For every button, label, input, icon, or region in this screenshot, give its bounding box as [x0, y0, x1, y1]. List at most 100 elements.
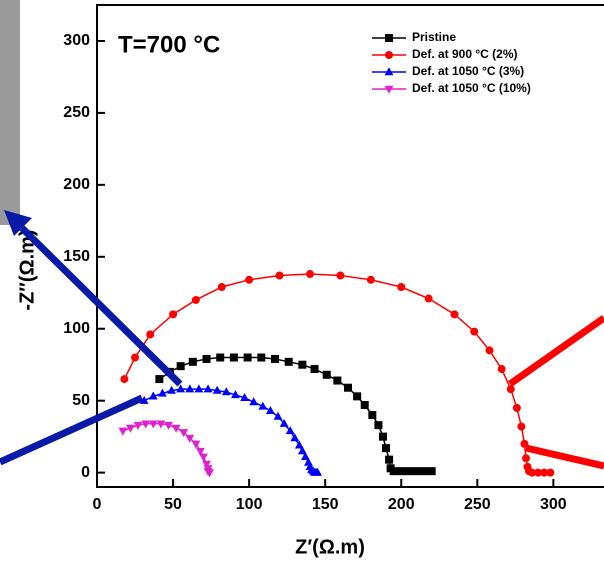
arrow: [19, 225, 183, 387]
x-tick-label: 300: [540, 496, 567, 513]
marker: [450, 310, 459, 319]
marker: [257, 353, 266, 362]
marker: [366, 275, 375, 284]
marker: [546, 468, 555, 477]
marker: [185, 434, 195, 443]
marker: [528, 468, 537, 477]
marker: [385, 455, 394, 464]
marker: [521, 454, 530, 463]
marker: [333, 376, 342, 385]
y-tick-label: 250: [63, 104, 90, 121]
marker: [275, 271, 284, 280]
marker: [258, 401, 268, 410]
arrow: [525, 444, 604, 470]
marker: [139, 395, 149, 404]
marker: [412, 467, 421, 476]
marker: [322, 370, 331, 379]
marker: [245, 275, 254, 284]
marker: [171, 424, 181, 433]
marker: [131, 353, 140, 362]
marker: [336, 271, 345, 280]
x-tick-label: 150: [312, 496, 339, 513]
marker: [205, 469, 214, 478]
y-tick-label: 150: [63, 248, 90, 265]
marker: [384, 85, 394, 94]
arrow: [507, 315, 604, 387]
marker: [164, 421, 173, 430]
marker: [360, 400, 369, 409]
y-tick-label: 100: [63, 320, 90, 337]
x-tick-label: 250: [464, 496, 491, 513]
y-tick-label: 50: [72, 392, 90, 409]
marker: [385, 51, 393, 59]
marker: [404, 467, 413, 476]
marker: [120, 375, 129, 384]
marker: [485, 346, 494, 355]
marker: [397, 467, 406, 476]
marker: [298, 360, 307, 369]
marker: [424, 294, 433, 303]
plot-frame: [96, 4, 604, 488]
marker: [497, 365, 506, 374]
marker: [273, 411, 283, 420]
legend-label: Def. at 1050 °C (10%): [412, 81, 531, 95]
marker: [384, 67, 394, 76]
marker: [203, 384, 213, 393]
marker: [279, 418, 289, 427]
marker: [344, 383, 352, 392]
marker: [305, 270, 314, 279]
marker: [534, 468, 543, 477]
marker: [146, 330, 155, 339]
marker: [179, 429, 189, 438]
marker: [385, 34, 393, 42]
marker: [141, 420, 151, 429]
x-axis-label: Z′(Ω.m): [295, 536, 365, 558]
marker: [506, 385, 515, 394]
marker: [512, 403, 521, 412]
marker: [374, 421, 383, 430]
marker: [368, 411, 377, 420]
marker: [212, 385, 222, 394]
marker: [202, 460, 211, 469]
marker: [240, 392, 249, 401]
y-tick-label: 300: [63, 32, 90, 49]
marker: [167, 385, 176, 394]
marker: [427, 467, 436, 476]
x-tick-label: 0: [93, 496, 102, 513]
x-tick-label: 100: [236, 496, 263, 513]
arrow-head: [4, 210, 32, 236]
background-photo-strip: [0, 0, 20, 225]
marker: [470, 327, 479, 336]
x-tick-label: 200: [388, 496, 415, 513]
y-tick-label: 0: [81, 464, 90, 481]
legend-label: Def. at 1050 °C (3%): [412, 64, 524, 78]
marker: [290, 433, 300, 442]
marker: [118, 427, 128, 436]
legend-label: Pristine: [412, 30, 456, 44]
marker: [229, 353, 238, 362]
marker: [285, 426, 295, 435]
marker: [310, 365, 319, 374]
marker: [517, 422, 526, 431]
plot-area: 0 50 100 150 200 250 300 0 50 100 150 200 250 300 Pris…: [63, 30, 567, 513]
marker: [243, 353, 252, 362]
marker: [221, 387, 231, 396]
marker: [199, 453, 208, 462]
marker: [216, 353, 225, 362]
marker: [382, 444, 391, 453]
marker: [169, 310, 178, 319]
marker: [148, 391, 158, 400]
marker: [270, 354, 279, 363]
marker: [133, 421, 143, 430]
marker: [294, 440, 304, 449]
series-line: [123, 273, 551, 474]
marker: [176, 384, 186, 393]
marker: [176, 362, 185, 371]
marker: [191, 295, 200, 304]
marker: [196, 447, 205, 456]
y-tick-label: 200: [63, 176, 90, 193]
marker: [249, 397, 259, 406]
marker: [156, 420, 166, 429]
marker: [284, 357, 293, 366]
